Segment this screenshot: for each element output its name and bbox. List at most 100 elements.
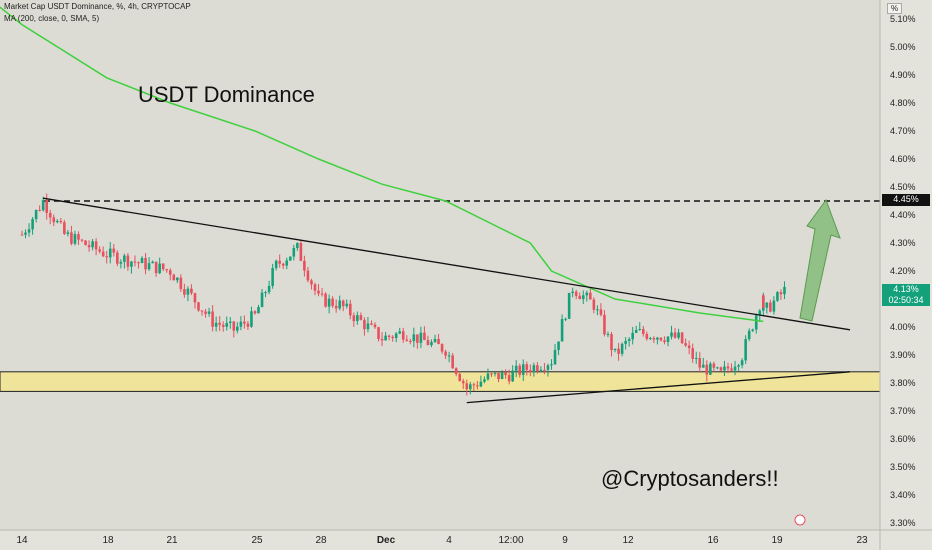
candle-body [529,369,532,373]
candle-body [24,232,27,235]
candle-body [239,321,243,327]
candle-body [366,323,370,330]
candle-body [260,292,264,308]
candle-body [716,367,719,369]
candle-body [158,263,161,274]
candle-body [41,200,45,211]
candle-body [73,234,77,244]
candle-body [507,375,511,382]
candle-body [267,285,271,293]
candle-body [221,324,225,327]
candle-body [391,336,394,339]
candle-body [733,366,737,371]
candle-body [673,332,677,338]
candle-body [687,345,691,349]
y-tick-label: 4.60% [890,154,916,164]
candle-body [236,326,239,331]
candle-body [638,329,642,331]
candle-body [288,256,292,261]
candle-body [285,260,289,266]
candle-body [454,368,458,374]
candle-body [783,286,786,295]
candle-body [401,331,405,340]
candle-body [430,341,433,346]
candle-body [31,219,34,230]
candle-body [567,292,571,319]
candle-body [116,252,119,264]
candle-body [691,348,694,359]
candle-body [296,242,299,249]
candle-body [426,340,430,346]
candle-body [394,333,398,339]
candle-body [200,310,204,312]
candle-body [723,366,726,371]
candle-body [370,323,373,325]
candle-body [440,344,444,352]
candle-body [694,358,698,360]
event-marker-icon [794,514,806,526]
candle-body [310,280,313,285]
y-tick-label: 4.90% [890,70,916,80]
symbol-title[interactable]: Market Cap USDT Dominance, %, 4h, CRYPTO… [4,2,191,11]
candle-body [137,262,140,264]
y-tick-label: 3.70% [890,406,916,416]
candle-body [84,240,87,246]
candle-body [140,257,144,264]
candle-body [617,348,620,354]
candle-body [754,315,758,330]
candle-body [186,288,190,295]
candle-body [758,310,762,316]
candle-body [461,380,465,384]
candle-body [719,367,723,371]
candle-body [627,339,631,341]
candle-body [769,302,772,312]
candle-body [98,249,101,252]
candle-body [585,292,589,296]
candle-body [596,309,599,311]
candle-body [243,321,246,324]
candle-body [63,222,66,234]
candle-body [59,220,63,223]
candle-body [70,232,73,244]
candle-body [320,293,324,295]
candle-body [380,338,384,341]
candle-body [765,302,769,308]
candle-body [101,251,105,257]
candle-body [112,248,116,253]
candle-body [663,340,666,343]
candle-body [543,369,546,371]
candle-body [504,372,507,376]
indicator-legend[interactable]: MA (200, close, 0, SMA, 5) [4,14,100,23]
candle-body [684,343,687,346]
candle-body [183,289,186,295]
candle-body [659,337,663,341]
candle-body [147,263,151,270]
candle-body [66,232,70,234]
axis-unit-badge[interactable]: % [887,3,903,14]
candle-body [536,365,539,371]
candle-body [359,315,363,320]
candle-body [641,329,645,334]
candle-body [557,341,560,350]
resistance-price-tag: 4.45% [882,194,930,206]
candle-body [165,269,169,271]
y-tick-label: 4.50% [890,182,916,192]
candle-body [670,332,673,337]
y-tick-label: 4.30% [890,238,916,248]
candle-body [416,334,419,343]
y-tick-label: 3.80% [890,378,916,388]
candle-body [144,257,147,270]
candle-body [709,363,712,375]
y-tick-label: 3.90% [890,350,916,360]
candle-body [634,329,638,333]
candle-body [218,322,221,325]
candle-body [500,372,504,380]
candle-body [207,311,211,314]
candle-body [550,364,553,366]
candle-body [726,366,730,369]
candle-body [606,334,610,336]
projection-arrow [799,198,841,322]
candle-body [176,277,179,281]
candle-body [292,248,296,257]
candle-body [331,298,334,306]
